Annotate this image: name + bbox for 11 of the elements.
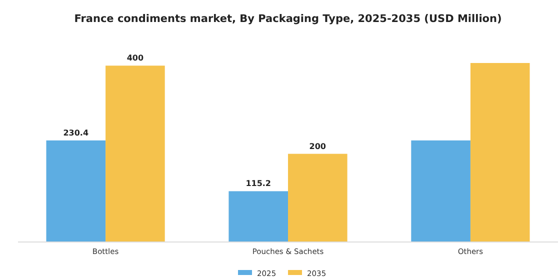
bar [228, 191, 288, 242]
bar [411, 140, 470, 242]
data-label: 115.2 [246, 179, 272, 188]
bar [288, 154, 348, 242]
data-label: 230.4 [63, 128, 89, 138]
bar [106, 66, 165, 242]
bar [470, 63, 530, 242]
data-label: 200 [309, 142, 326, 151]
data-label: 400 [126, 54, 144, 63]
chart-title: France condiments market, By Packaging Type, 2025-2035 (USD Million) [74, 13, 502, 25]
bar [46, 140, 106, 242]
